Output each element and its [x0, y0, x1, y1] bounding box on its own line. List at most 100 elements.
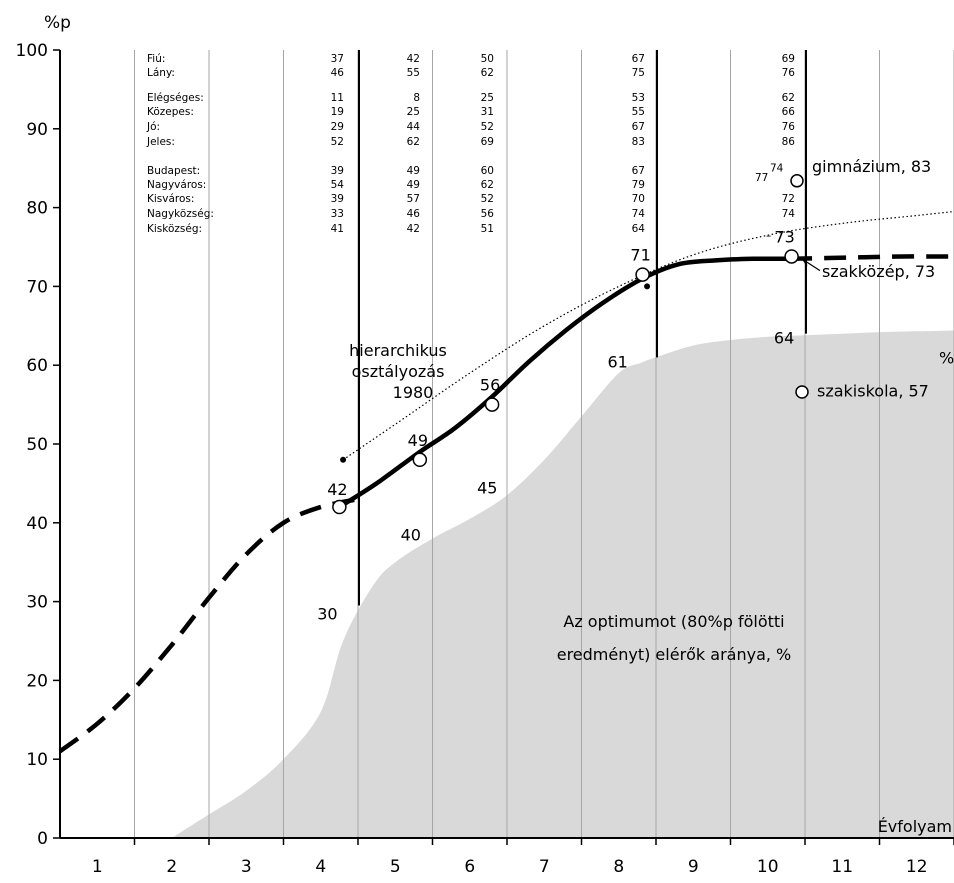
- table-cell: 67: [632, 53, 645, 65]
- table-cell: 46: [407, 208, 421, 220]
- table-row-label: Jeles:: [146, 136, 175, 148]
- data-point: [484, 397, 500, 412]
- table-cell: 86: [782, 136, 796, 148]
- table-cell: 55: [632, 106, 645, 118]
- x-axis-title: Évfolyam: [878, 817, 952, 836]
- table-cell: 66: [782, 106, 796, 118]
- y-tick-label: 30: [26, 593, 48, 613]
- table-cell: 25: [481, 92, 494, 104]
- x-tick-label: 5: [390, 857, 401, 877]
- x-tick-label: 6: [464, 857, 475, 877]
- table-row-label: Nagyközség:: [147, 208, 214, 220]
- small-dot: [644, 283, 651, 290]
- table-cell: 19: [331, 106, 344, 118]
- y-tick-label: 40: [26, 514, 48, 534]
- table-cell: 56: [481, 208, 495, 220]
- data-label: 73: [774, 227, 794, 246]
- table-cell: 67: [632, 165, 645, 177]
- table-cell: 54: [331, 179, 345, 191]
- series-line-dashed: [58, 496, 359, 754]
- area-value-label: 30: [317, 604, 337, 623]
- gimnazium-point: [790, 174, 804, 188]
- table-cell: 51: [481, 223, 494, 235]
- table-cell: 8: [413, 92, 420, 104]
- table-cell: 49: [407, 165, 420, 177]
- optimum-area: [171, 330, 954, 838]
- data-point: [784, 249, 799, 264]
- table-cell: 37: [331, 53, 344, 65]
- x-tick-label: 7: [539, 857, 550, 877]
- x-tick-label: 9: [688, 857, 699, 877]
- x-tick-label: 4: [315, 857, 326, 877]
- table-cell: 52: [331, 136, 344, 148]
- table-cell: 69: [481, 136, 494, 148]
- table-cell: 50: [481, 53, 494, 65]
- table-cell: 52: [481, 193, 494, 205]
- table-cell: 62: [481, 67, 494, 79]
- table-cell: 57: [407, 193, 420, 205]
- marker-group: 42 49 56 71 73: [327, 174, 809, 515]
- table-cell: 55: [407, 67, 420, 79]
- table-cell: 83: [632, 136, 645, 148]
- area-value-label: %: [939, 348, 954, 367]
- table-row-label: Közepes:: [147, 106, 194, 118]
- y-tick-label: 10: [26, 750, 48, 770]
- table-row-label: Jó:: [146, 121, 160, 133]
- hierarchy-label-3: 1980: [393, 383, 434, 402]
- table-cell: 44: [407, 121, 421, 133]
- series-line-solid: [338, 256, 791, 509]
- small-dot: [340, 456, 347, 463]
- table-cell: 64: [632, 223, 646, 235]
- table-cell: 53: [632, 92, 645, 104]
- series-line-dashed: [790, 254, 954, 262]
- y-tick-label: 50: [26, 435, 48, 455]
- table-cell: 39: [331, 193, 344, 205]
- table-cell: 49: [407, 179, 420, 191]
- area-title-line2: eredményt) elérők aránya, %: [557, 645, 792, 664]
- area-value-label: 45: [477, 478, 497, 497]
- table-cell: 76: [782, 67, 796, 79]
- szakiskola-point: [795, 385, 809, 399]
- x-tick-label: 11: [831, 857, 853, 877]
- table-cell: 75: [632, 67, 645, 79]
- table-cell: 46: [331, 67, 345, 79]
- table-row-label: Lány:: [147, 67, 175, 79]
- table-row-label: Kisközség:: [147, 223, 202, 235]
- small-77: 77: [755, 172, 768, 184]
- annotation-group: 30 40 45 61 64% Az optimumot (80%p fölötti ere…: [317, 157, 954, 664]
- table-cell: 74: [782, 208, 796, 220]
- data-label: 71: [630, 246, 650, 265]
- gimnazium-label: gimnázium, 83: [812, 157, 931, 176]
- y-tick-label: 60: [26, 356, 48, 376]
- table-cell: 62: [782, 92, 795, 104]
- table-cell: 72: [782, 193, 795, 205]
- x-tick-label: 8: [613, 857, 624, 877]
- table-row-label: Kisváros:: [147, 193, 194, 205]
- data-point: [412, 452, 428, 468]
- y-tick-label: 100: [16, 41, 48, 61]
- y-tick-label: 90: [26, 120, 48, 140]
- table-cell: 52: [481, 121, 494, 133]
- szakkozep-label: szakközép, 73: [822, 262, 935, 281]
- area-value-label: 61: [607, 352, 627, 371]
- szakkozep-arrow: [802, 257, 821, 272]
- table-cell: 62: [407, 136, 420, 148]
- table-cell: 69: [782, 53, 795, 65]
- table-cell: 79: [632, 179, 645, 191]
- data-point: [332, 499, 347, 515]
- y-tick-label: 20: [26, 671, 48, 691]
- x-tick-label: 12: [906, 857, 928, 877]
- optimum-area-group: [171, 330, 954, 838]
- table-cell: 62: [481, 179, 494, 191]
- y-tick-label: 70: [26, 277, 48, 297]
- y-tick-label: 0: [37, 829, 48, 849]
- data-table-group: Fiú: 37 42 50 67 69 Lány: 46 55 62 75 76 Elégséges: 1…: [146, 53, 795, 235]
- y-tick-label: 80: [26, 199, 48, 219]
- area-title-line1: Az optimumot (80%p fölötti: [563, 612, 784, 631]
- y-axis-title: %p: [44, 13, 71, 33]
- x-tick-label: 1: [92, 857, 103, 877]
- data-label: 49: [408, 431, 428, 450]
- area-value-label: 40: [401, 526, 421, 545]
